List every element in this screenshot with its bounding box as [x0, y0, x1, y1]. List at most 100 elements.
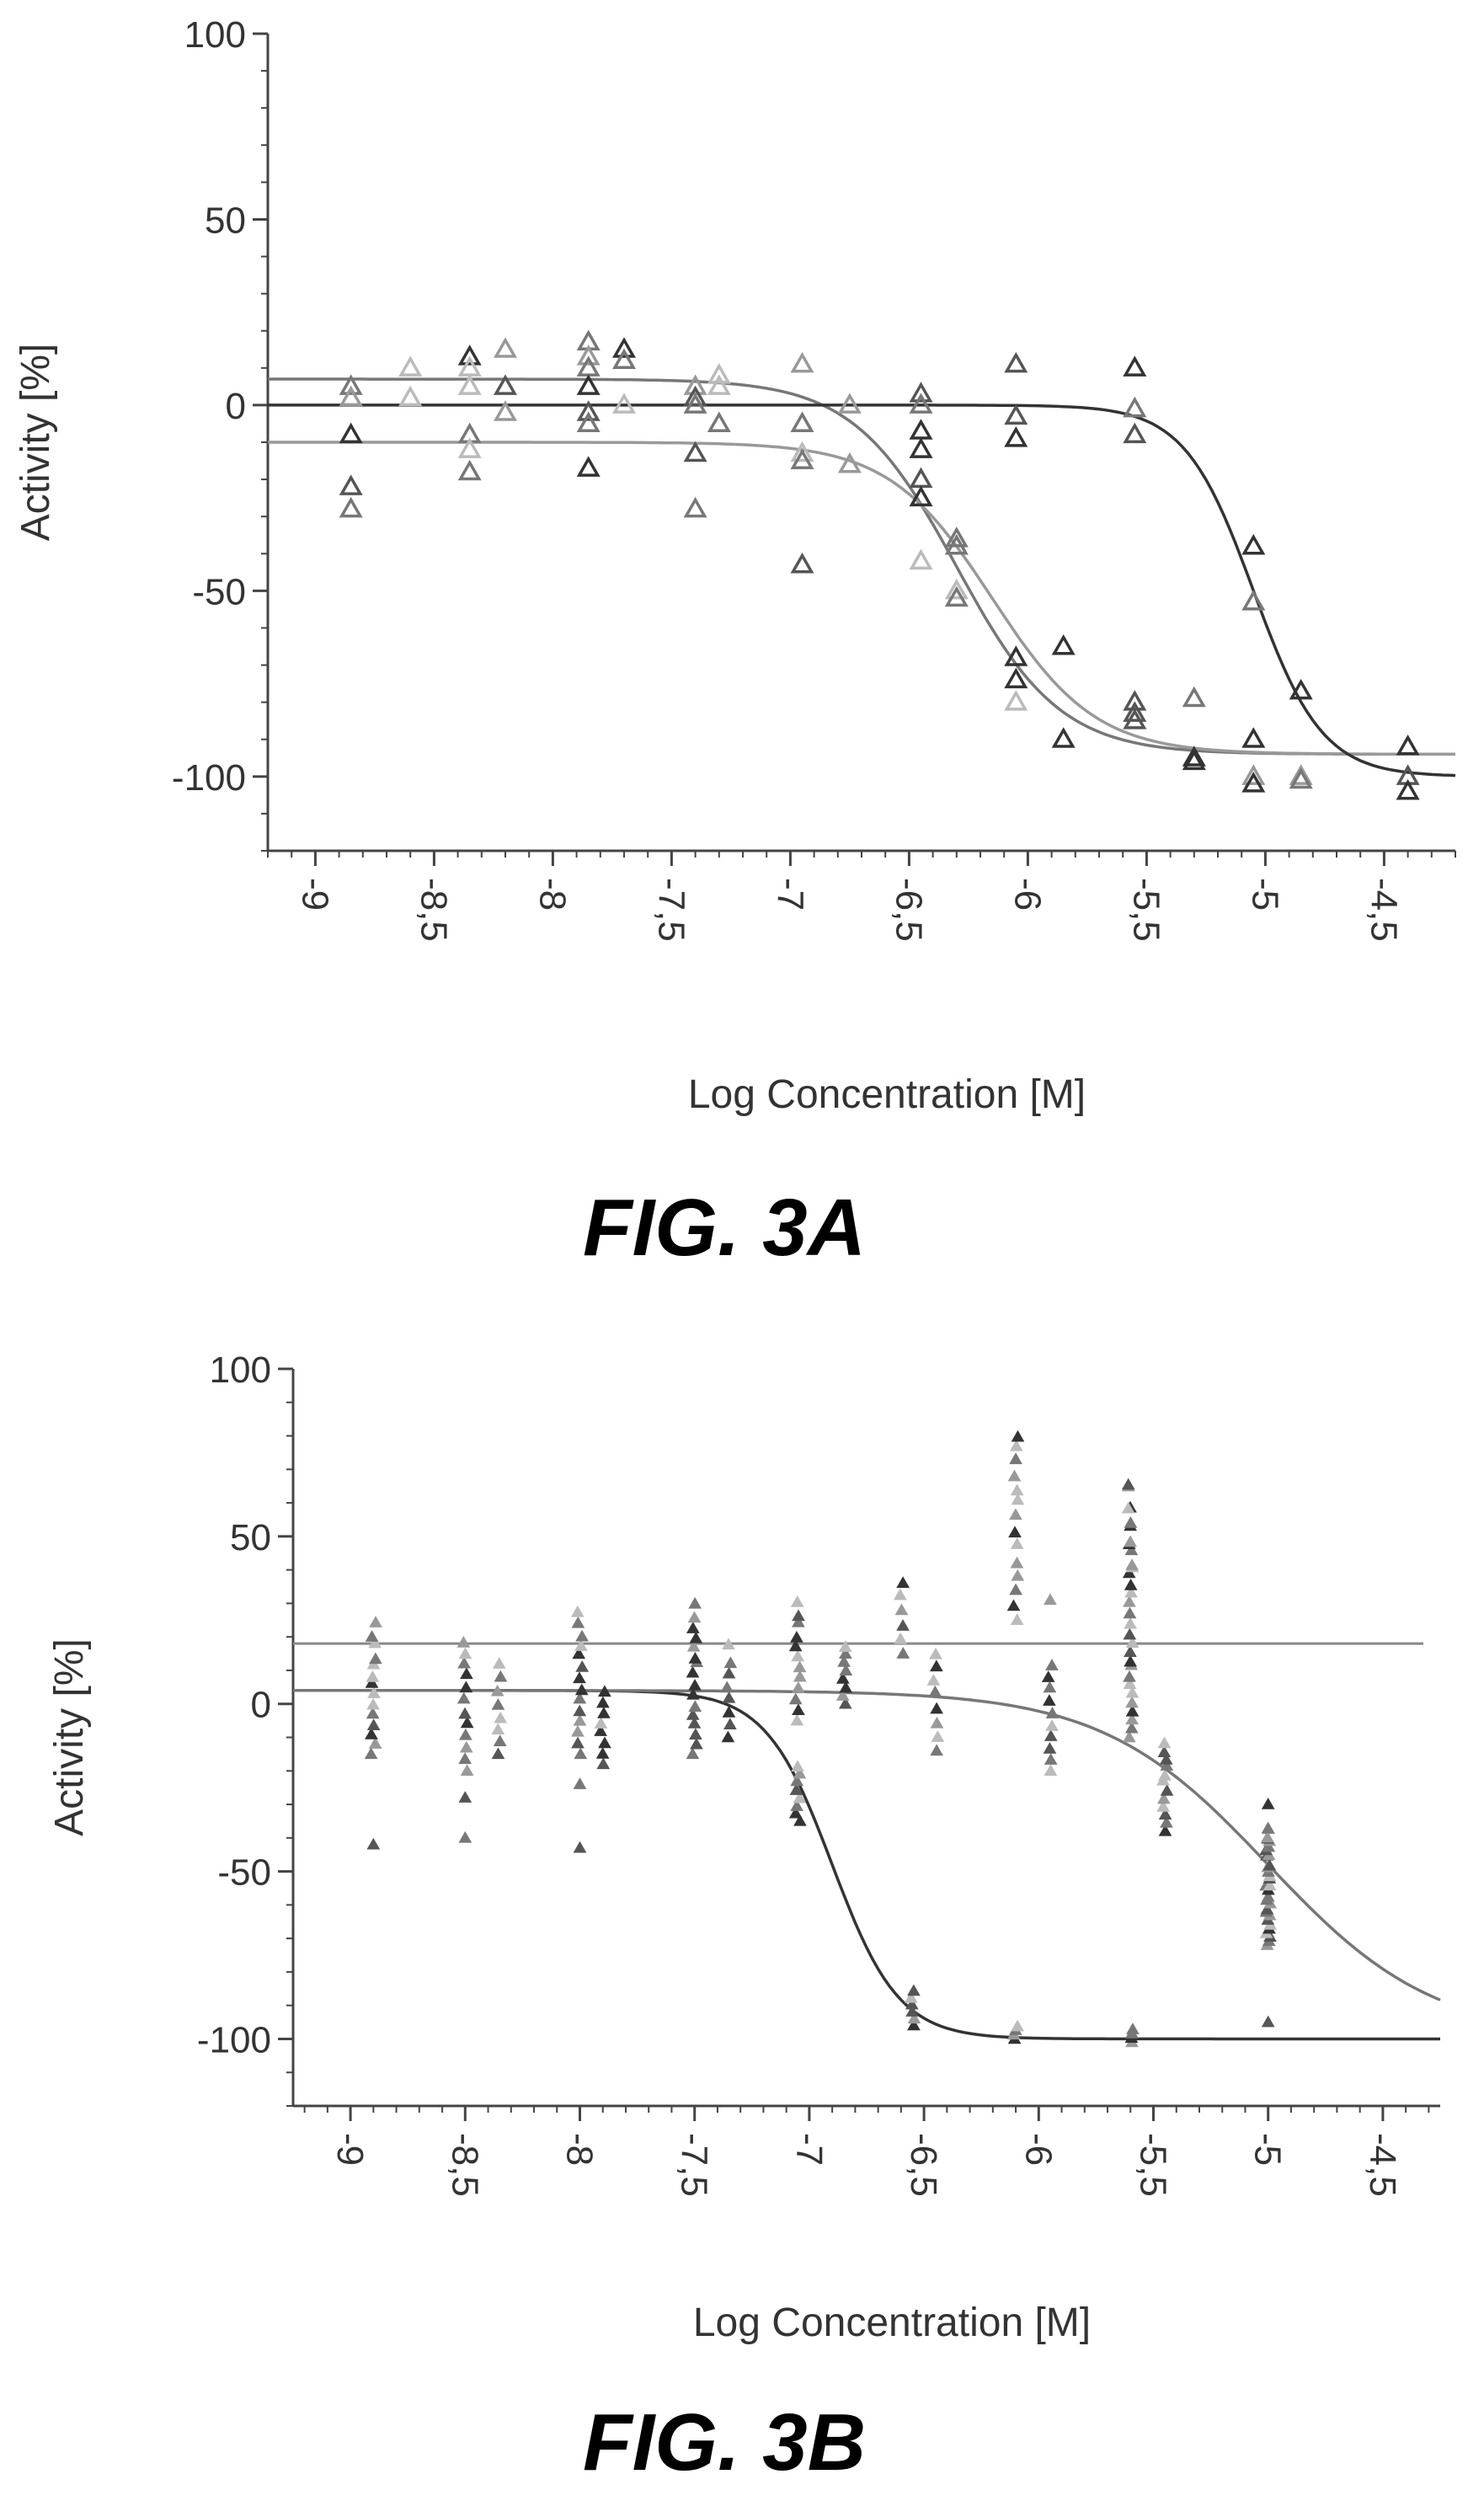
data-point [1044, 1729, 1058, 1741]
data-point [790, 1799, 804, 1811]
data-point [365, 1630, 379, 1642]
data-point [573, 1704, 587, 1717]
data-point [1124, 1543, 1139, 1556]
data-point [1123, 422, 1147, 444]
data-point [793, 1670, 807, 1682]
data-point [573, 1691, 587, 1704]
data-point [1262, 1858, 1277, 1871]
data-point [929, 1647, 942, 1659]
data-point [573, 1671, 586, 1684]
data-point [790, 1774, 804, 1787]
data-point [1241, 533, 1266, 555]
data-point [1007, 1469, 1022, 1482]
data-point [686, 1707, 700, 1720]
data-point [1156, 1799, 1170, 1812]
data-point [722, 1706, 736, 1718]
data-point [1182, 686, 1206, 708]
data-point [930, 1744, 943, 1756]
data-point [1123, 1677, 1137, 1689]
data-point [367, 1686, 381, 1698]
data-point [1051, 727, 1076, 748]
data-point [722, 1666, 736, 1679]
data-point [1241, 772, 1266, 793]
data-point [905, 1997, 919, 2010]
data-point [1045, 1719, 1059, 1731]
data-point [1125, 1686, 1140, 1698]
figure-caption: FIG. 3A [583, 1183, 866, 1273]
data-point [909, 485, 933, 507]
chart-3b: 100 50 0 -50 -100 -9 -8,5 -8 -7,5 -7 -6,5 -6 -5,5 -5 -… [47, 1349, 1441, 2488]
data-point [688, 1651, 702, 1664]
data-point [1158, 1808, 1172, 1820]
data-point [458, 1728, 472, 1740]
data-point [1122, 1730, 1136, 1743]
data-point [1261, 1830, 1274, 1843]
data-point [458, 1647, 472, 1659]
data-point [1010, 1613, 1024, 1626]
data-point [722, 1691, 736, 1703]
data-point [573, 1777, 587, 1789]
data-point [574, 1639, 588, 1651]
data-point [793, 1791, 807, 1804]
data-point [366, 1697, 380, 1710]
data-point [1396, 778, 1420, 800]
data-point [896, 1576, 910, 1589]
data-point [790, 351, 814, 373]
data-point [459, 1681, 473, 1693]
data-point [909, 548, 933, 570]
x-tick-label: -6,5 [903, 2133, 944, 2197]
data-point [458, 1791, 472, 1803]
data-point [1004, 645, 1028, 666]
data-point [894, 1603, 909, 1616]
data-point [598, 1736, 611, 1749]
data-point [1157, 1745, 1172, 1758]
data-point [398, 385, 423, 407]
data-point [1261, 2015, 1275, 2028]
data-point [793, 1814, 807, 1826]
data-point [1124, 1516, 1138, 1528]
data-point [1011, 1430, 1025, 1442]
data-point [1124, 1585, 1138, 1598]
data-point [369, 1652, 382, 1665]
data-point [944, 585, 969, 607]
data-point [365, 1728, 378, 1739]
data-point [839, 1681, 853, 1693]
data-point [788, 1639, 803, 1652]
x-tick-label: -8,5 [444, 2133, 485, 2197]
data-point [1043, 1741, 1057, 1754]
data-point [689, 1631, 703, 1643]
data-point [1009, 1508, 1022, 1520]
y-tick-label: -50 [217, 1852, 271, 1894]
data-point [1262, 1840, 1276, 1852]
data-point [839, 1647, 852, 1659]
data-point [576, 374, 601, 395]
data-point [791, 1649, 805, 1662]
data-point [574, 1683, 589, 1696]
data-point [595, 1746, 610, 1759]
figure-3a: 100 50 0 -50 -100 -9 -8,5 -8 -7,5 -7 -6,5 -6 -5,5 -5 -… [13, 14, 1456, 1273]
data-point [1121, 1478, 1135, 1490]
data-point [457, 345, 482, 366]
data-point [459, 1740, 473, 1753]
data-point [1260, 1902, 1274, 1915]
data-point [1043, 1681, 1057, 1693]
data-point [1123, 1670, 1136, 1682]
data-point [707, 363, 731, 384]
data-point [907, 1984, 921, 1996]
data-point [791, 1760, 804, 1772]
data-point [686, 1747, 700, 1760]
data-point [1123, 355, 1147, 377]
data-point [909, 393, 933, 414]
x-tick-label: -4,5 [1363, 878, 1404, 942]
x-tick-label: -9 [329, 2133, 371, 2166]
data-point [573, 1713, 587, 1726]
x-axis-title: Log Concentration [M] [688, 1072, 1086, 1117]
data-point [456, 1635, 471, 1648]
data-point [1262, 1878, 1277, 1891]
data-point [944, 578, 969, 600]
data-point [457, 437, 482, 458]
data-point [839, 1664, 853, 1675]
data-point [460, 1716, 474, 1729]
data-point [1157, 1736, 1172, 1749]
data-point [1011, 1568, 1025, 1581]
